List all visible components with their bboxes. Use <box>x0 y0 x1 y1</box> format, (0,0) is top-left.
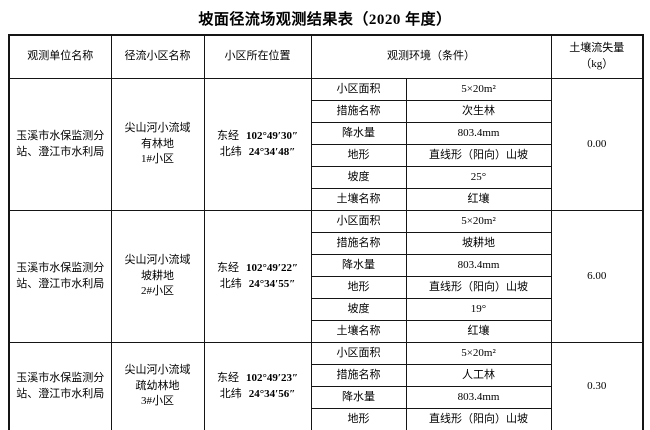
env-value: 803.4mm <box>405 386 552 409</box>
location-cell: 东经 102°49′23″ 北纬 24°34′56″ <box>203 342 312 430</box>
env-value: 5×20m² <box>405 78 552 101</box>
latitude-value: 24°34′55″ <box>248 277 296 290</box>
plot-name-cell: 尖山河小流域 坡耕地 2#小区 <box>110 210 205 343</box>
env-label: 小区面积 <box>310 210 407 233</box>
page-title: 坡面径流场观测结果表（2020 年度） <box>198 12 452 28</box>
header-environment: 观测环境（条件） <box>310 34 552 79</box>
table-row: 土壤名称 红壤 <box>9 320 643 343</box>
unit-name-cell: 玉溪市水保监测分站、澄江市水利局 <box>8 78 112 211</box>
header-soil-loss: 土壤流失量 （kg） <box>550 34 644 79</box>
table-row: 地形 直线形（阳向）山坡 <box>9 144 643 167</box>
longitude-value: 102°49′22″ <box>245 261 299 274</box>
env-value: 人工林 <box>405 364 552 387</box>
env-label: 措施名称 <box>310 100 407 123</box>
env-value: 红壤 <box>405 188 552 211</box>
header-location: 小区所在位置 <box>203 34 312 79</box>
env-value: 直线形（阳向）山坡 <box>405 144 552 167</box>
env-label: 土壤名称 <box>310 320 407 343</box>
env-label: 降水量 <box>310 386 407 409</box>
env-label: 土壤名称 <box>310 188 407 211</box>
latitude-label: 北纬 <box>219 145 242 158</box>
table-row: 措施名称 人工林 <box>9 364 643 387</box>
longitude-value: 102°49′23″ <box>245 371 299 384</box>
soil-loss-cell: 6.00 <box>550 210 644 343</box>
longitude-label: 东经 <box>216 129 239 142</box>
latitude-value: 24°34′56″ <box>248 387 296 400</box>
env-label: 措施名称 <box>310 364 407 387</box>
env-value: 5×20m² <box>405 342 552 365</box>
table-row: 地形 直线形（阳向）山坡 <box>9 276 643 299</box>
soil-loss-cell: 0.30 <box>550 342 644 430</box>
plot-name-cell: 尖山河小流域 有林地 1#小区 <box>110 78 205 211</box>
env-value: 坡耕地 <box>405 232 552 255</box>
plot-name-cell: 尖山河小流域 疏幼林地 3#小区 <box>110 342 205 430</box>
table-row: 降水量 803.4mm <box>9 254 643 277</box>
longitude-line: 东经 102°49′23″ <box>207 371 309 387</box>
env-label: 小区面积 <box>310 78 407 101</box>
table-row: 玉溪市水保监测分站、澄江市水利局 尖山河小流域 有林地 1#小区 东经 102°4… <box>8 78 644 211</box>
unit-name-cell: 玉溪市水保监测分站、澄江市水利局 <box>8 342 112 430</box>
env-label: 地形 <box>310 408 407 430</box>
env-label: 措施名称 <box>310 232 407 255</box>
latitude-line: 北纬 24°34′56″ <box>207 387 309 403</box>
longitude-line: 东经 102°49′22″ <box>207 261 309 277</box>
table-row: 坡度 19° <box>9 298 643 321</box>
header-plot: 径流小区名称 <box>110 34 205 79</box>
longitude-line: 东经 102°49′30″ <box>207 129 309 145</box>
latitude-line: 北纬 24°34′55″ <box>207 277 309 293</box>
env-value: 19° <box>405 298 552 321</box>
env-label: 小区面积 <box>310 342 407 365</box>
unit-name-cell: 玉溪市水保监测分站、澄江市水利局 <box>8 210 112 343</box>
longitude-value: 102°49′30″ <box>245 129 299 142</box>
env-value: 803.4mm <box>405 254 552 277</box>
env-label: 地形 <box>310 276 407 299</box>
latitude-line: 北纬 24°34′48″ <box>207 145 309 161</box>
env-label: 坡度 <box>310 298 407 321</box>
table-row: 玉溪市水保监测分站、澄江市水利局 尖山河小流域 疏幼林地 3#小区 东经 102°… <box>8 342 644 430</box>
latitude-label: 北纬 <box>219 387 242 400</box>
soil-loss-cell: 0.00 <box>550 78 644 211</box>
table-row: 地形 直线形（阳向）山坡 <box>9 408 643 430</box>
header-unit: 观测单位名称 <box>8 34 112 79</box>
env-value: 5×20m² <box>405 210 552 233</box>
location-cell: 东经 102°49′30″ 北纬 24°34′48″ <box>203 78 312 211</box>
env-label: 地形 <box>310 144 407 167</box>
longitude-label: 东经 <box>216 261 239 274</box>
longitude-label: 东经 <box>216 371 239 384</box>
table-row: 降水量 803.4mm <box>9 386 643 409</box>
env-value: 直线形（阳向）山坡 <box>405 276 552 299</box>
table-row: 土壤名称 红壤 <box>9 188 643 211</box>
location-cell: 东经 102°49′22″ 北纬 24°34′55″ <box>203 210 312 343</box>
env-value: 次生林 <box>405 100 552 123</box>
env-value: 红壤 <box>405 320 552 343</box>
env-value: 25° <box>405 166 552 189</box>
env-value: 直线形（阳向）山坡 <box>405 408 552 430</box>
latitude-label: 北纬 <box>219 277 242 290</box>
env-label: 降水量 <box>310 122 407 145</box>
env-label: 坡度 <box>310 166 407 189</box>
latitude-value: 24°34′48″ <box>248 145 296 158</box>
header-row: 观测单位名称 径流小区名称 小区所在位置 观测环境（条件） 土壤流失量 （kg） <box>8 34 644 79</box>
observation-table: 观测单位名称 径流小区名称 小区所在位置 观测环境（条件） 土壤流失量 （kg）… <box>8 34 644 430</box>
env-value: 803.4mm <box>405 122 552 145</box>
table-row: 玉溪市水保监测分站、澄江市水利局 尖山河小流域 坡耕地 2#小区 东经 102°4… <box>8 210 644 343</box>
env-label: 降水量 <box>310 254 407 277</box>
